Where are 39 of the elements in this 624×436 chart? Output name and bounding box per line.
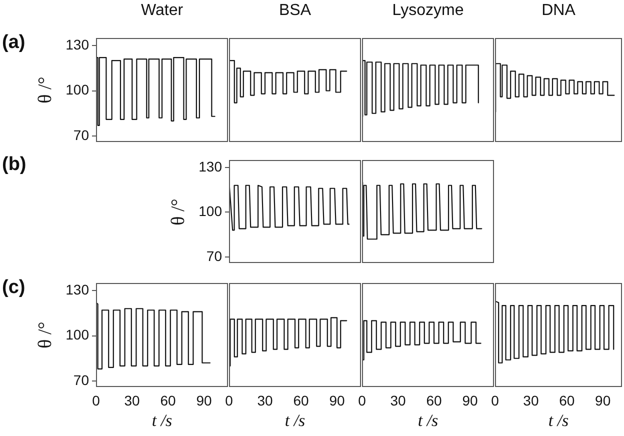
text: (c) [2, 277, 26, 299]
y-tick-label: 130 [198, 158, 222, 174]
x-tick-label: 60 [160, 392, 176, 408]
x-tick-label: 90 [329, 392, 345, 408]
text: (b) [2, 154, 26, 176]
chart-title: Lysozyme [392, 2, 464, 20]
x-axis-title: t /s [152, 411, 172, 431]
chart-title: BSA [278, 2, 312, 20]
y-axis-title: θ /° [168, 198, 190, 225]
x-tick-label: 30 [390, 392, 406, 408]
y-tick-label: 130 [66, 281, 90, 298]
y-tick-label: 100 [66, 82, 90, 98]
x-tick-label: 90 [595, 392, 611, 408]
x-tick-label: 30 [523, 392, 539, 408]
x-tick-label: 30 [124, 392, 140, 408]
y-axis-title: θ /° [35, 76, 57, 104]
text: (a) [2, 32, 26, 54]
y-tick-label: 70 [73, 126, 90, 143]
x-tick-label: 60 [293, 392, 309, 408]
x-tick-label: 90 [462, 392, 478, 408]
x-tick-label: 60 [426, 392, 442, 408]
x-axis-title: t /s [284, 411, 306, 431]
y-tick-label: 70 [206, 248, 222, 264]
chart-title: DNA [542, 2, 576, 20]
y-tick-label: 70 [73, 372, 90, 388]
chart-title: Water [140, 2, 184, 20]
x-axis-title: t /s [418, 411, 438, 431]
x-axis-title: t /s [548, 411, 569, 431]
x-tick-label: 0 [225, 392, 234, 408]
x-tick-label: 0 [491, 392, 500, 408]
x-tick-label: 90 [196, 392, 212, 408]
x-tick-label: 0 [92, 392, 100, 408]
y-tick-label: 100 [66, 326, 90, 343]
y-axis-title: θ /° [35, 322, 57, 348]
x-tick-label: 60 [559, 392, 575, 408]
x-tick-label: 0 [358, 392, 366, 408]
y-tick-label: 130 [66, 36, 90, 52]
y-tick-label: 100 [198, 203, 222, 220]
x-tick-label: 30 [257, 392, 273, 408]
